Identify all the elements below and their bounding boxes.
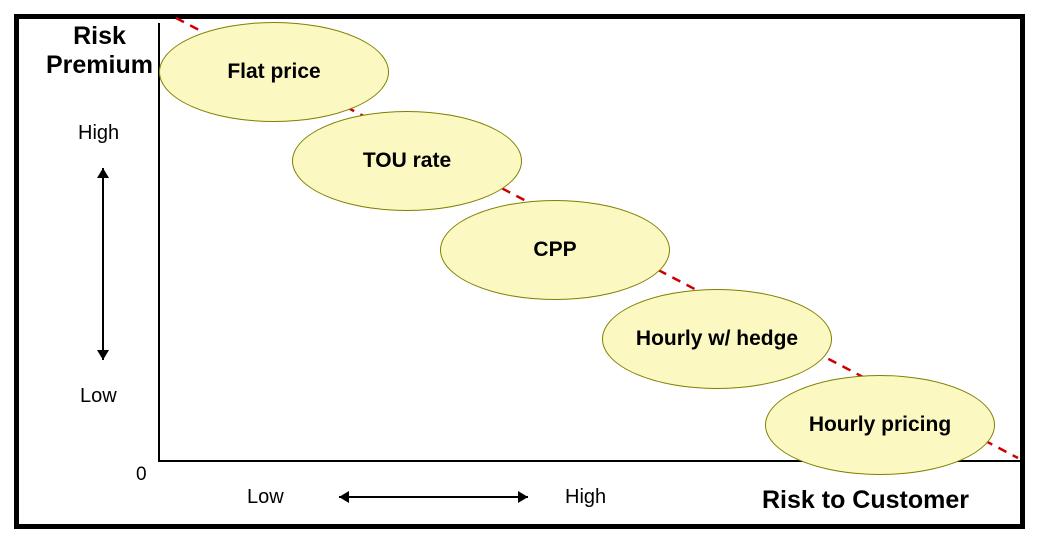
pricing-ellipse-label: Flat price	[227, 60, 320, 84]
pricing-ellipse-2: CPP	[440, 200, 670, 300]
y-axis-arrow-icon	[97, 168, 109, 360]
pricing-ellipse-4: Hourly pricing	[765, 375, 995, 475]
pricing-ellipse-1: TOU rate	[292, 111, 522, 211]
pricing-ellipse-0: Flat price	[159, 22, 389, 122]
pricing-ellipse-label: CPP	[533, 238, 576, 262]
pricing-ellipse-label: TOU rate	[363, 149, 451, 173]
x-axis-arrow-icon	[339, 491, 528, 503]
pricing-ellipse-3: Hourly w/ hedge	[602, 289, 832, 389]
pricing-ellipse-label: Hourly w/ hedge	[636, 327, 798, 351]
pricing-ellipse-label: Hourly pricing	[809, 413, 951, 437]
